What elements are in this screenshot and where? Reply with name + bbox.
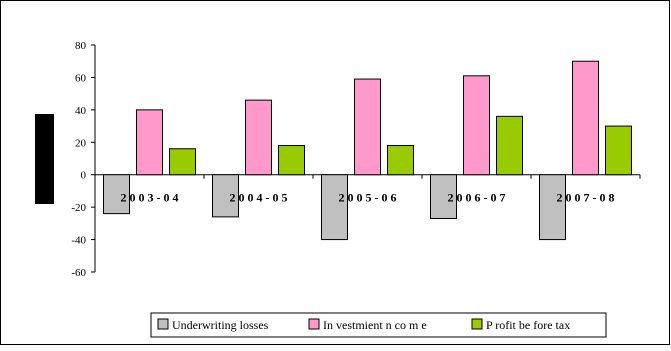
legend-swatch bbox=[157, 318, 169, 330]
bar-p-rofit-be-fore-tax bbox=[605, 125, 632, 176]
y-tick-label: -40 bbox=[71, 235, 86, 247]
legend-box bbox=[150, 312, 607, 338]
bar-in-vestmient-n-co-m-e bbox=[572, 60, 599, 176]
y-tick-label: 20 bbox=[75, 137, 87, 149]
bar-p-rofit-be-fore-tax bbox=[169, 148, 196, 176]
x-category-label: 2 0 0 7 - 0 8 bbox=[557, 191, 615, 205]
bar-underwriting-losses bbox=[212, 174, 239, 218]
bar-in-vestmient-n-co-m-e bbox=[463, 75, 490, 176]
legend-label: P rofit be fore tax bbox=[486, 318, 570, 332]
bar-underwriting-losses bbox=[430, 174, 457, 219]
bar-underwriting-losses bbox=[321, 174, 348, 241]
bar-in-vestmient-n-co-m-e bbox=[136, 109, 163, 176]
y-tick-label: -20 bbox=[71, 202, 86, 214]
y-tick-label: 0 bbox=[81, 170, 87, 182]
bar-underwriting-losses bbox=[539, 174, 566, 241]
x-category-label: 2 0 0 6 - 0 7 bbox=[448, 191, 506, 205]
side-black-block bbox=[35, 114, 54, 204]
bar-p-rofit-be-fore-tax bbox=[496, 115, 523, 176]
legend-label: In vestmient n co m e bbox=[323, 318, 427, 332]
bar-p-rofit-be-fore-tax bbox=[278, 145, 305, 176]
y-tick-label: 80 bbox=[75, 40, 87, 52]
y-tick-label: 60 bbox=[75, 72, 87, 84]
bar-in-vestmient-n-co-m-e bbox=[245, 99, 272, 176]
bar-underwriting-losses bbox=[103, 174, 130, 215]
legend-swatch bbox=[308, 318, 320, 330]
legend-label: Underwriting losses bbox=[172, 318, 269, 332]
y-tick-label: 40 bbox=[75, 105, 87, 117]
bar-in-vestmient-n-co-m-e bbox=[354, 78, 381, 176]
x-category-label: 2 0 0 3 - 0 4 bbox=[121, 191, 179, 205]
x-category-label: 2 0 0 4 - 0 5 bbox=[230, 191, 288, 205]
x-category-label: 2 0 0 5 - 0 6 bbox=[339, 191, 397, 205]
bar-p-rofit-be-fore-tax bbox=[387, 145, 414, 176]
y-tick-label: -60 bbox=[71, 267, 86, 279]
legend-swatch bbox=[471, 318, 483, 330]
